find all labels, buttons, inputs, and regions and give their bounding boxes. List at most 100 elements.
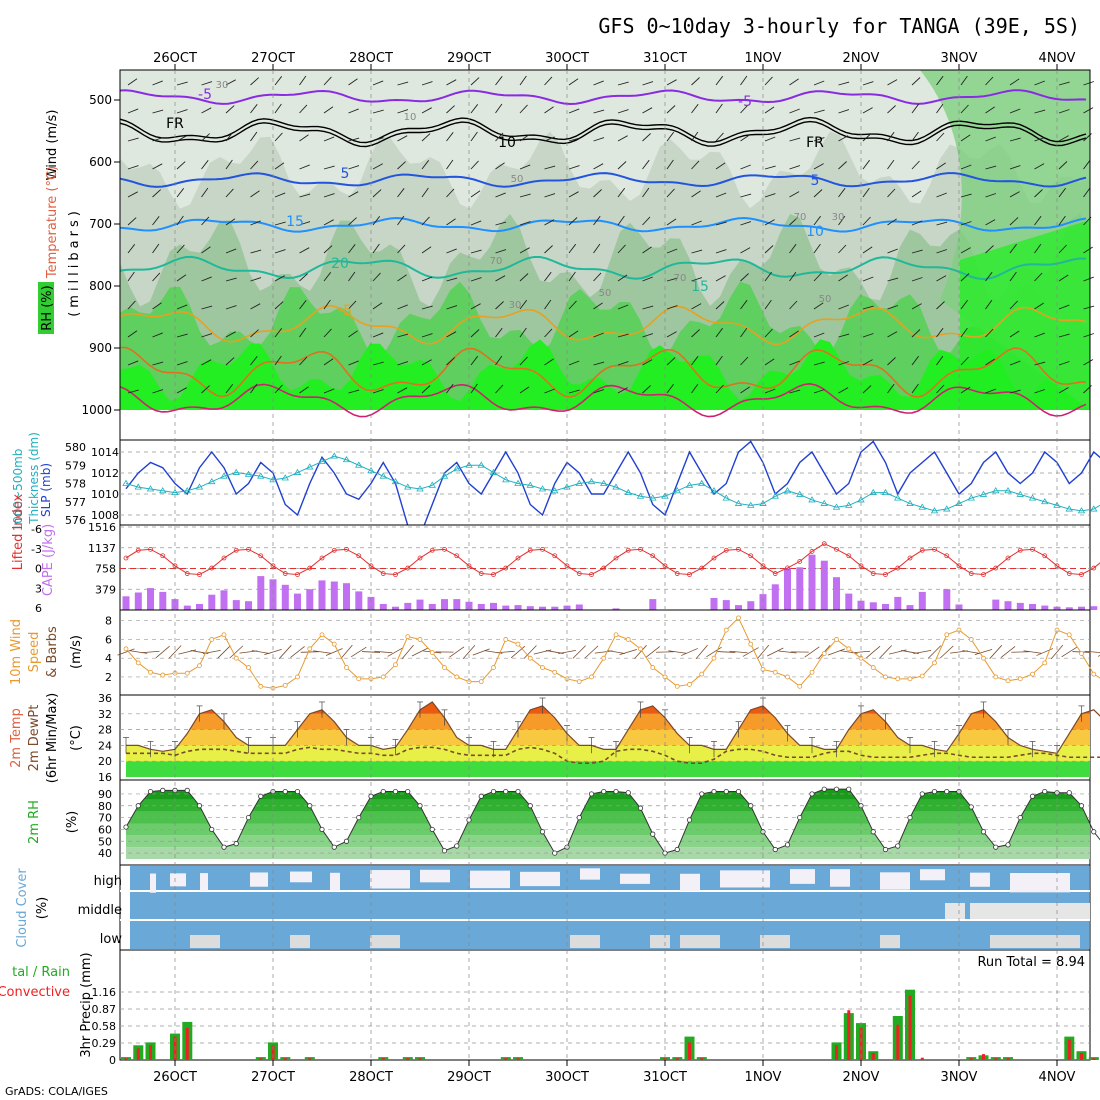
wind-speed-point	[651, 666, 655, 670]
rh-point	[308, 804, 312, 808]
rh-ticks: 908070605040	[98, 788, 112, 860]
cloud-low-patch	[680, 935, 720, 948]
rh-point	[847, 787, 851, 791]
wind-speed-point	[418, 637, 422, 641]
wind-speed-point	[773, 670, 777, 674]
date-label-bottom: 29OCT	[447, 1070, 491, 1085]
precip-convective-bar	[909, 996, 912, 1061]
cloud-level-high: high	[94, 874, 122, 889]
pressure-tick-label: 500	[89, 93, 112, 107]
precip-tick-label: 1.16	[92, 986, 117, 999]
cape-bar	[1041, 606, 1048, 610]
date-label-bottom: 31OCT	[643, 1070, 687, 1085]
cape-bar	[1005, 601, 1012, 610]
precip-tick-label: 0.58	[92, 1020, 117, 1033]
wind-speed-point	[614, 633, 618, 637]
pressure-tick-label: 900	[89, 341, 112, 355]
date-label-top: 26OCT	[153, 51, 197, 66]
rh-point	[638, 806, 642, 810]
cape-bar	[821, 561, 828, 610]
cape-bar	[515, 605, 522, 610]
rh-point	[283, 789, 287, 793]
precip-convective-bar	[406, 1058, 409, 1060]
temp-tick-label: 36	[98, 692, 112, 705]
wind-speed-point	[455, 675, 459, 679]
wind-speed-point	[553, 670, 557, 674]
ylabel-li: Lifted Index	[11, 493, 26, 570]
rh-point	[222, 845, 226, 849]
cloud-gap	[620, 874, 650, 884]
cape-bar	[429, 604, 436, 610]
precip-convective-bar	[688, 1042, 691, 1060]
cloud-gap	[720, 870, 770, 887]
wind-speed-point	[822, 652, 826, 656]
cloud-gap	[150, 874, 156, 893]
cloud-gap	[370, 870, 410, 888]
date-label-top: 27OCT	[251, 51, 295, 66]
wind-speed-point	[528, 656, 532, 660]
cape-bar	[723, 600, 730, 610]
rh-point	[749, 804, 753, 808]
rh-point	[504, 789, 508, 793]
cape-tick-label: 379	[95, 583, 116, 596]
ylabel-wind10-b: Speed	[27, 632, 42, 673]
temp-tick-label: 32	[98, 708, 112, 721]
precip-convective-bar	[676, 1058, 679, 1060]
ylabel-pressure: (millibars)	[67, 207, 82, 317]
cape-tick-label: 1137	[88, 542, 116, 555]
cape-bar	[870, 602, 877, 610]
cape-bar	[208, 595, 215, 610]
wind-speed-point	[149, 670, 153, 674]
thickness-tick-label: 577	[65, 496, 86, 509]
cape-bar	[319, 580, 326, 610]
cloud-gap	[170, 873, 186, 886]
rh-point	[712, 789, 716, 793]
pressure-tick-label: 700	[89, 217, 112, 231]
wind-speed-point	[479, 680, 483, 684]
upper-air-panel: -5FR-55101520-5FR5101530105070 3050705070…	[38, 70, 1094, 440]
cloud-low-patch	[1030, 935, 1080, 948]
precip-panel: 1.160.870.580.290 Run Total = 8.94 3hr P…	[0, 950, 1100, 1067]
wind-speed-point	[247, 666, 251, 670]
wind-speed-point	[381, 675, 385, 679]
chart-title: GFS 0~10day 3-hourly for TANGA (39E, 5S)	[598, 14, 1080, 38]
rh-point	[724, 789, 728, 793]
rh-point	[455, 844, 459, 848]
wind-speed-point	[884, 675, 888, 679]
rh-point	[834, 787, 838, 791]
cape-bar	[417, 600, 424, 610]
temp2m-panel: 363228242016 2m Temp 2m DewPt (6hr Min/M…	[9, 692, 1100, 784]
rh-point	[1079, 804, 1083, 808]
date-label-bottom: 3NOV	[941, 1070, 978, 1085]
precip-convective-bar	[517, 1058, 520, 1060]
cloud-gap	[790, 869, 815, 884]
temp-tick-label: 24	[98, 739, 112, 752]
wind-speed-point	[443, 666, 447, 670]
wind10-panel: 8642 10m Wind Speed & Barbs (m/s)	[9, 610, 1100, 695]
wind-speed-point	[308, 647, 312, 651]
cape-bar	[331, 582, 338, 611]
slp-thickness-panel: 1014101210101008580579578577576 1000~500…	[11, 432, 1100, 536]
cloud-gap	[580, 868, 600, 879]
cape-bar	[845, 594, 852, 610]
footer-credit: GrADS: COLA/IGES	[5, 1085, 108, 1098]
rh-point	[553, 851, 557, 855]
wind-tick-label: 6	[105, 633, 112, 646]
ylabel-precip: 3hr Precip (mm)	[79, 952, 94, 1057]
date-label-bottom: 4NOV	[1039, 1070, 1076, 1085]
ylabel-cloud: Cloud Cover	[15, 868, 30, 948]
contour-label: 50	[599, 288, 612, 299]
wind-speed-point	[871, 666, 875, 670]
precip-convective-bar	[700, 1058, 703, 1060]
wind-tick-label: 4	[105, 652, 112, 665]
wind-speed-point	[357, 677, 361, 681]
wind-speed-point	[210, 637, 214, 641]
contour-label: 5	[341, 166, 350, 182]
rh-point	[491, 789, 495, 793]
temp-ticks: 363228242016	[98, 692, 112, 784]
cape-bar	[1090, 606, 1097, 610]
precip-convective-bar	[664, 1058, 667, 1060]
wind10-barb	[656, 652, 674, 653]
rh-point	[969, 805, 973, 809]
contour-label: -5	[198, 87, 212, 103]
